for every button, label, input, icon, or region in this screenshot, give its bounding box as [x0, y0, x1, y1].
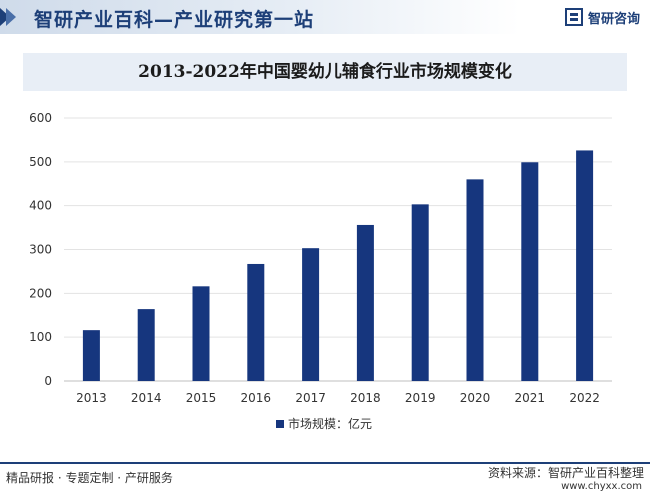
x-tick-label: 2022 [569, 391, 600, 405]
bar-chart: 0 100 200 300 400 500 600 2013 2014 2015 2016 2017 2… [29, 111, 612, 431]
bar-2016 [247, 263, 265, 381]
brand-name: 智研咨询 [587, 11, 640, 27]
bar-2017 [302, 248, 320, 381]
x-tick-label: 2017 [295, 391, 326, 405]
x-tick-label: 2016 [241, 391, 272, 405]
site-url[interactable]: www.chyxx.com [561, 481, 642, 492]
y-tick-label: 300 [29, 243, 52, 257]
footer-slogan: 精品研报 · 专题定制 · 产研服务 [6, 471, 173, 485]
x-tick-label: 2013 [76, 391, 107, 405]
x-tick-label: 2019 [405, 391, 436, 405]
decorative-chevron-icon [0, 8, 16, 26]
y-tick-label: 200 [29, 286, 52, 300]
y-tick-label: 600 [29, 111, 52, 125]
header-band: 智研产业百科—产业研究第一站 智研咨询 [0, 0, 650, 34]
y-tick-label: 0 [44, 374, 52, 388]
x-tick-label: 2021 [515, 391, 546, 405]
data-source: 资料来源：智研产业百科整理 [487, 466, 644, 480]
y-tick-label: 500 [29, 155, 52, 169]
legend-swatch [276, 420, 284, 428]
legend-label: 市场规模：亿元 [288, 416, 372, 431]
chart-title: 2013-2022年中国婴幼儿辅食行业市场规模变化 [138, 62, 512, 82]
bar-2014 [137, 309, 155, 381]
brand-logo-icon [564, 8, 583, 26]
bar-2015 [192, 286, 210, 381]
footer-bar: 精品研报 · 专题定制 · 产研服务 资料来源：智研产业百科整理 www.chy… [0, 462, 650, 496]
chart-title-bar: 2013-2022年中国婴幼儿辅食行业市场规模变化 [23, 53, 627, 91]
x-tick-label: 2014 [131, 391, 162, 405]
bar-2019 [411, 204, 429, 381]
site-title: 智研产业百科—产业研究第一站 [34, 9, 315, 31]
x-tick-label: 2015 [186, 391, 217, 405]
bar-2018 [356, 224, 374, 381]
x-tick-label: 2018 [350, 391, 381, 405]
y-tick-label: 400 [29, 199, 52, 213]
bar-2021 [521, 162, 539, 381]
x-tick-label: 2020 [460, 391, 491, 405]
bar-2022 [576, 150, 594, 381]
bar-2013 [82, 330, 100, 381]
y-tick-label: 100 [29, 330, 52, 344]
brand-logo[interactable]: 智研咨询 [564, 7, 640, 27]
bar-2020 [466, 179, 484, 381]
